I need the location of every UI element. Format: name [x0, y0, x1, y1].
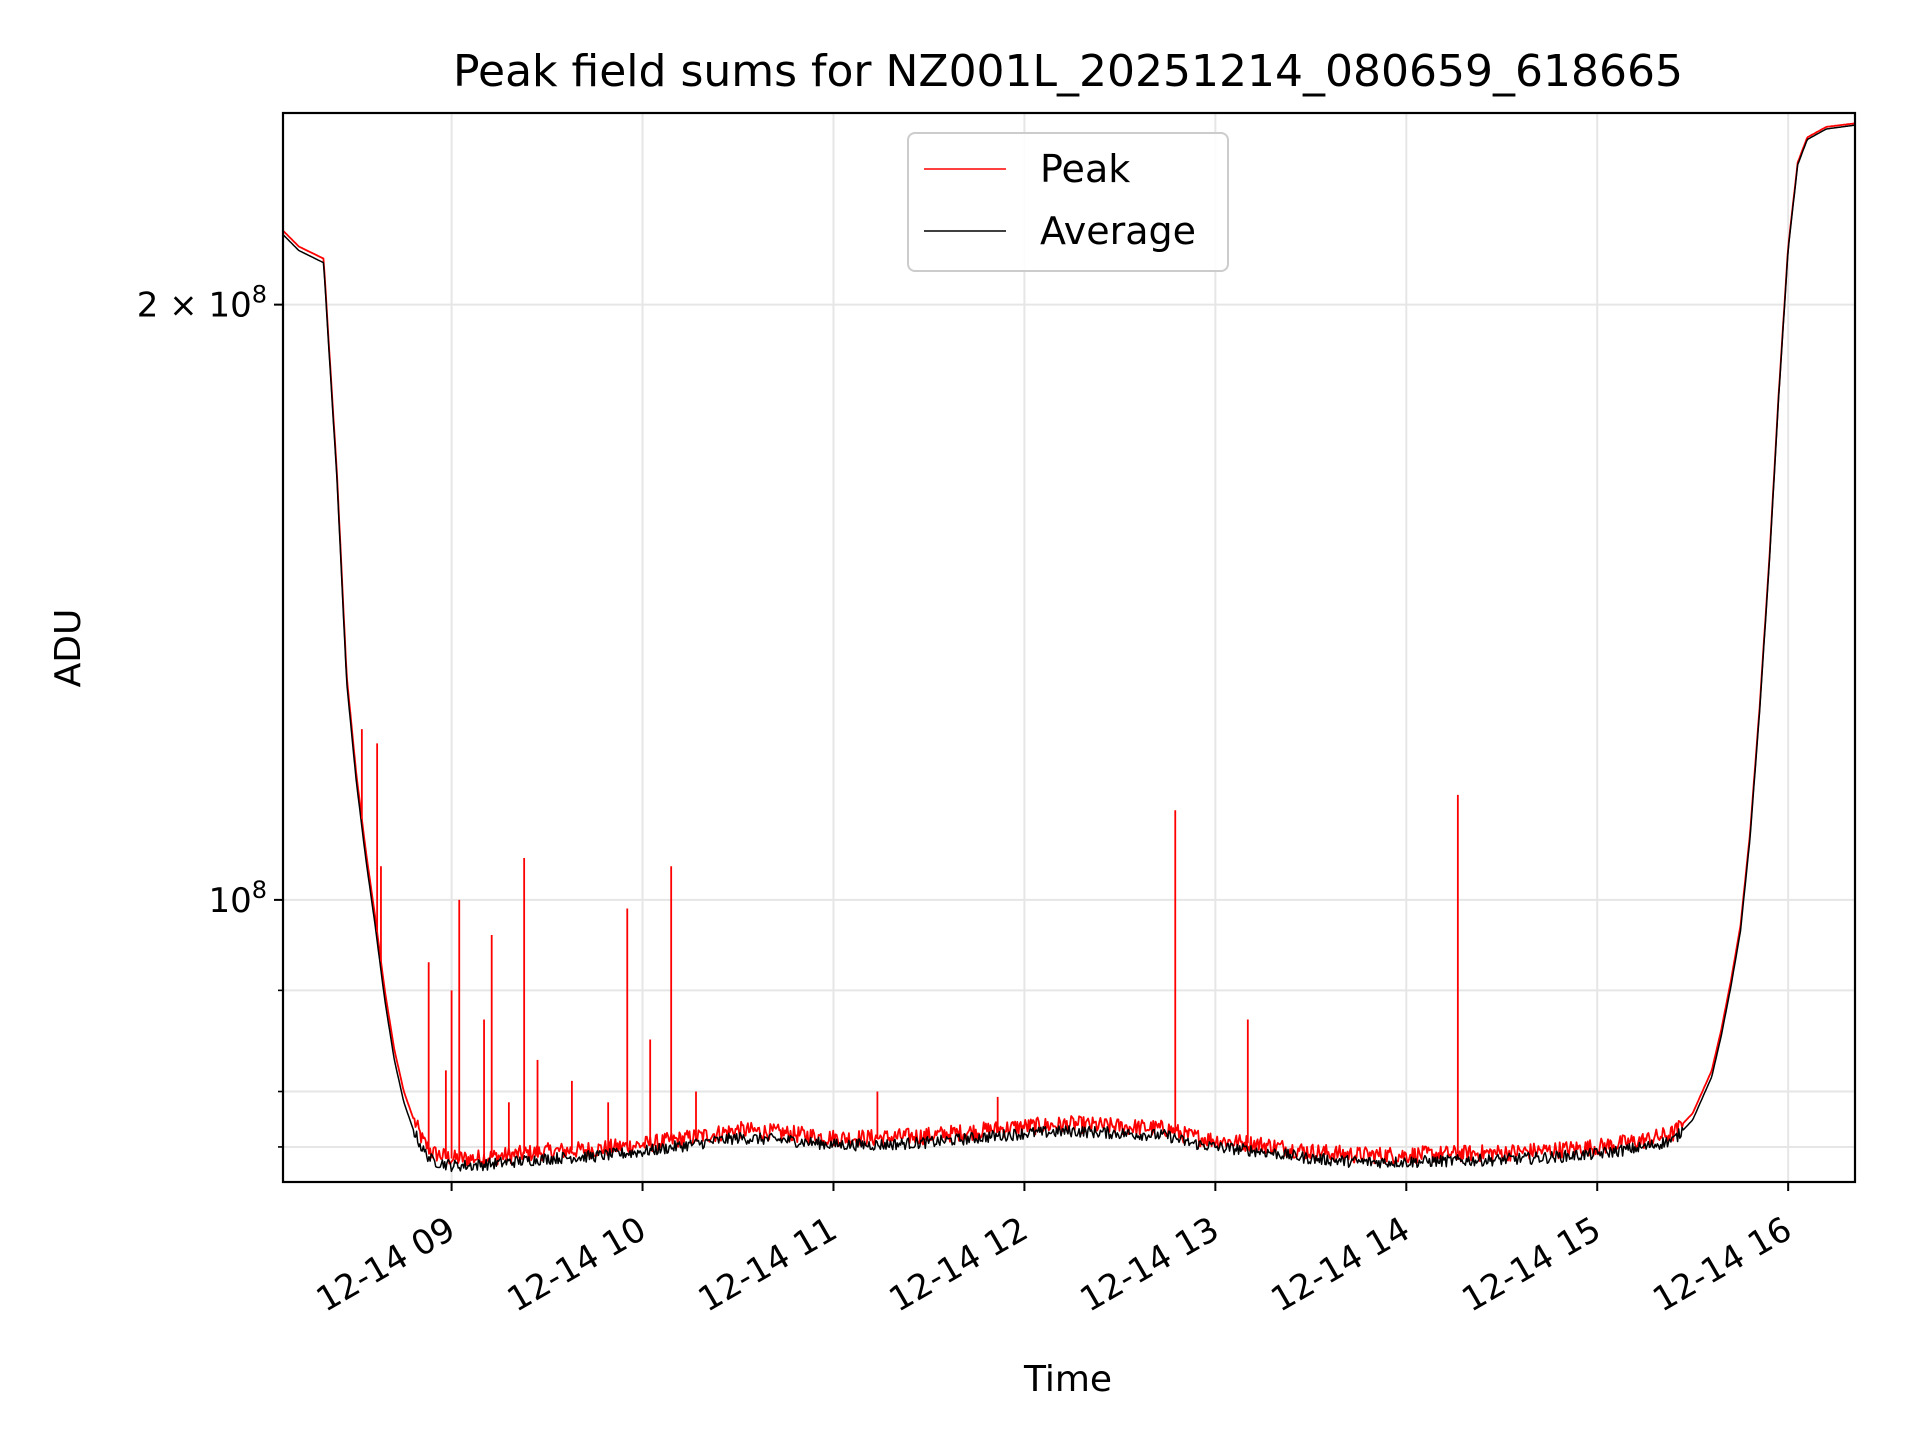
- legend: Peak Average: [907, 132, 1229, 272]
- legend-label-peak: Peak: [1040, 147, 1130, 191]
- y-tick-label: 2 × 108: [137, 281, 267, 326]
- y-tick-label: 108: [208, 876, 267, 921]
- plot-frame: [281, 111, 1857, 1184]
- y-axis-ticks: 108 2 × 108: [137, 281, 283, 1148]
- x-axis-label: Time: [1023, 1359, 1112, 1400]
- series-lines: [283, 122, 1855, 1173]
- legend-label-average: Average: [1040, 209, 1196, 253]
- series-line-average: [283, 124, 1855, 1173]
- legend-box: [907, 132, 1229, 272]
- chart-title: Peak field sums for NZ001L_20251214_0806…: [453, 46, 1683, 97]
- y-axis-label: ADU: [48, 609, 89, 688]
